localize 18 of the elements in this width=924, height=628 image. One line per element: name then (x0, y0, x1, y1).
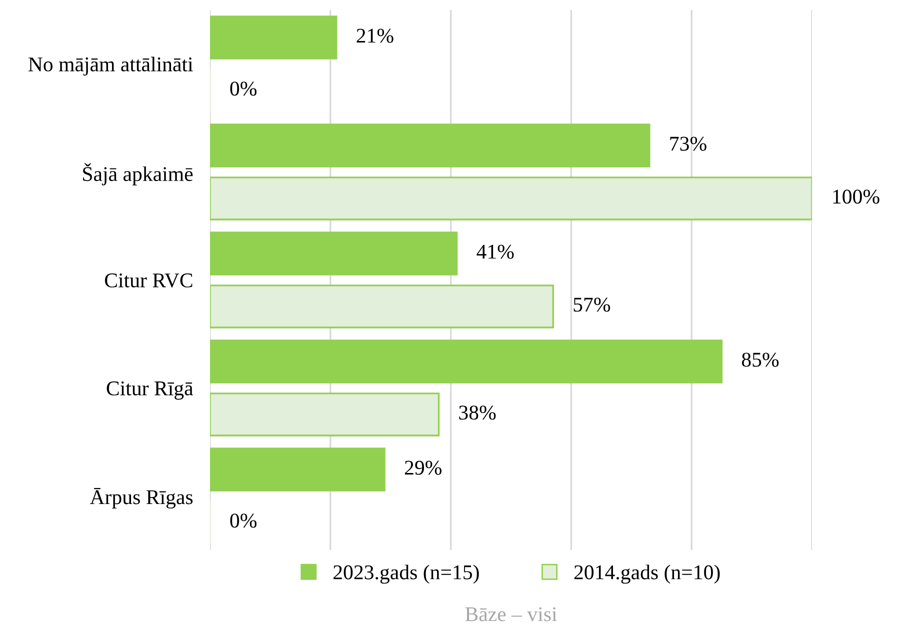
data-label: 73% (670, 136, 706, 151)
data-label: 21% (356, 28, 394, 43)
data-label: 41% (476, 244, 514, 259)
data-label: 0% (230, 82, 257, 96)
text: Bāze – visi (465, 607, 557, 622)
y-tick-label: Šajā apkaimē (83, 163, 193, 186)
legend-label: 2023.gads (n=15) (334, 564, 479, 584)
legend-label: 2014.gads (n=10) (574, 564, 720, 584)
data-label: 38% (459, 406, 496, 420)
data-label: 100% (833, 190, 880, 204)
data-label: 29% (404, 460, 442, 475)
y-tick-label: Ārpus Rīgas (90, 488, 193, 509)
data-label: 85% (742, 352, 779, 367)
data-label: 0% (230, 514, 257, 528)
y-tick-label: Citur Rīgā (106, 381, 194, 400)
data-label: 57% (574, 298, 610, 312)
y-tick-label: Citur RVC (104, 273, 192, 288)
y-tick-label: No mājām attālināti (28, 56, 193, 76)
